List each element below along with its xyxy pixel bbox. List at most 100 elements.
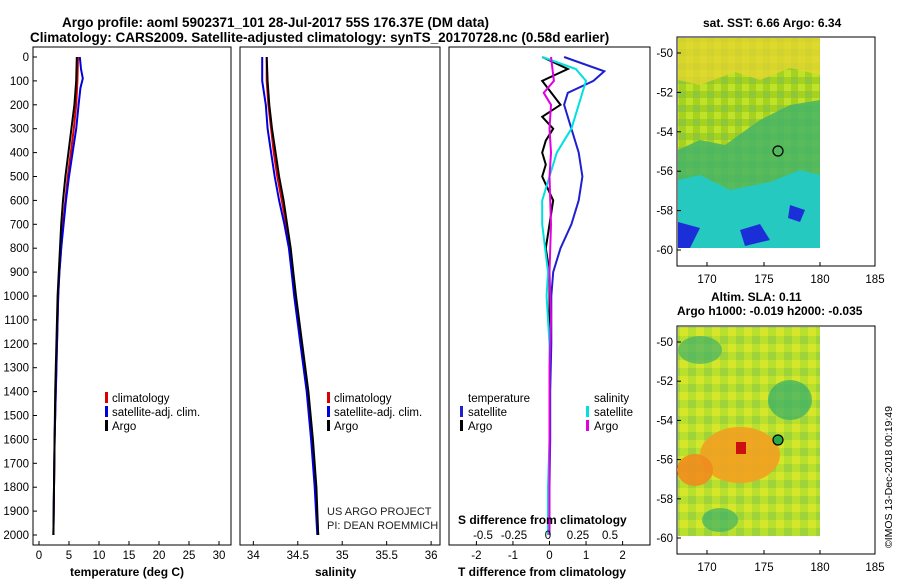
depth-tick-label: 500 <box>10 172 29 184</box>
depth-tick-label: 600 <box>10 195 29 207</box>
map-y-tick-label: -58 <box>656 494 673 506</box>
legend-temp-argo-label: Argo <box>468 421 492 433</box>
x-tick-label: 35 <box>336 550 349 562</box>
map-y-tick-label: -50 <box>656 337 673 349</box>
depth-tick-label: 900 <box>10 267 29 279</box>
legend-temp-satellite-swatch <box>460 406 463 417</box>
title-line-2: Climatology: CARS2009. Satellite-adjuste… <box>30 30 609 45</box>
x-tick-label: 2 <box>619 550 625 562</box>
legend-temp-argo-swatch <box>460 420 463 431</box>
sst-warm-region <box>678 38 820 85</box>
s-difference-tick-label: 0.25 <box>567 530 589 542</box>
map-x-tick-label: 170 <box>697 562 716 574</box>
map-y-tick-label: -56 <box>656 166 673 178</box>
depth-tick-label: 2000 <box>3 530 29 542</box>
legend-satellite-swatch <box>327 406 330 417</box>
x-tick-label: 20 <box>153 550 166 562</box>
s-difference-tick-label: 0 <box>545 530 551 542</box>
sst-green-region <box>678 100 820 200</box>
series-line-argo <box>52 56 78 536</box>
map-x-tick-label: 175 <box>754 274 773 286</box>
pi-annotation: PI: DEAN ROEMMICH <box>327 520 438 532</box>
salinity-plot-frame <box>239 46 441 546</box>
s-difference-tick-label: -0.25 <box>501 530 527 542</box>
legend-climatology-label: climatology <box>334 393 392 405</box>
legend-sal-satellite-swatch <box>586 406 589 417</box>
legend-argo-label: Argo <box>334 421 358 433</box>
depth-tick-label: 1600 <box>3 434 29 446</box>
sla-high-region <box>700 427 780 483</box>
depth-tick-label: 200 <box>10 100 29 112</box>
depth-tick-label: 0 <box>23 52 29 64</box>
series-line-climatology <box>265 57 320 536</box>
difference-lines <box>540 56 607 535</box>
salinity-legend: climatology satellite-adj. clim. Argo <box>327 392 422 433</box>
x-tick-label: 0 <box>546 550 552 562</box>
salinity-panel: 34 34.5 35 35.5 36 salinity climatology sate… <box>239 46 441 579</box>
sla-peak-patch <box>736 442 746 454</box>
map-x-tick-label: 170 <box>697 274 716 286</box>
x-tick-label: 5 <box>66 550 72 562</box>
legend-satellite-label: satellite-adj. clim. <box>112 407 200 419</box>
depth-tick-label: 1900 <box>3 506 29 518</box>
temperature-axis-label: temperature (deg C) <box>70 565 184 579</box>
map-x-tick-label: 185 <box>865 562 884 574</box>
map-x-tick-label: 180 <box>810 562 829 574</box>
x-tick-label: 25 <box>183 550 196 562</box>
sla-map-axes: -50 -52 -54 -56 -58 -60 170 175 180 185 <box>656 337 884 574</box>
map-x-tick-label: 175 <box>754 562 773 574</box>
difference-x-axis: -2 -1 0 1 2 <box>471 541 626 562</box>
x-tick-label: 35.5 <box>375 550 397 562</box>
map-y-tick-label: -58 <box>656 206 673 218</box>
depth-tick-label: 100 <box>10 76 29 88</box>
map-y-tick-label: -54 <box>656 415 673 427</box>
s-difference-axis-label: S difference from climatology <box>458 513 627 527</box>
depth-tick-label: 1300 <box>3 363 29 375</box>
sla-map-title-2: Argo h1000: -0.019 h2000: -0.035 <box>677 304 863 318</box>
legend-salinity-title: salinity <box>594 393 629 405</box>
map-y-tick-label: -56 <box>656 455 673 467</box>
sst-map-panel: sat. SST: 6.66 Argo: 6.34 -50-52-54-56-5… <box>656 16 884 286</box>
sst-cold-patches <box>678 205 805 248</box>
legend-argo-label: Argo <box>112 421 136 433</box>
legend-climatology-swatch <box>327 392 330 403</box>
salinity-axis-label: salinity <box>315 565 357 579</box>
map-y-tick-label: -52 <box>656 87 673 99</box>
credit-text: ©IMOS 13-Dec-2018 00:19:49 <box>883 406 895 548</box>
depth-tick-label: 1700 <box>3 458 29 470</box>
sla-map-panel: Altim. SLA: 0.11 Argo h1000: -0.019 h200… <box>656 290 884 574</box>
title-line-1: Argo profile: aoml 5902371_101 28-Jul-20… <box>62 15 489 30</box>
x-tick-label: -1 <box>508 550 518 562</box>
temperature-x-axis: 0 5 10 15 20 25 30 <box>36 541 226 562</box>
sst-map-title: sat. SST: 6.66 Argo: 6.34 <box>703 16 842 30</box>
legend-climatology-swatch <box>105 392 108 403</box>
sla-low-region <box>768 380 812 420</box>
depth-tick-label: 300 <box>10 124 29 136</box>
x-tick-label: 10 <box>93 550 106 562</box>
depth-tick-label: 1500 <box>3 411 29 423</box>
sla-low-region-south <box>702 508 738 532</box>
x-tick-label: 1 <box>583 550 589 562</box>
difference-legend: temperature satellite Argo salinity sate… <box>460 393 633 433</box>
legend-argo-swatch <box>105 420 108 431</box>
depth-tick-label: 700 <box>10 219 29 231</box>
temperature-panel: 0100200300400500600700800900100011001200… <box>3 46 232 579</box>
temperature-plot-frame <box>32 46 232 546</box>
legend-sal-satellite-label: satellite <box>594 407 633 419</box>
x-tick-label: 15 <box>123 550 136 562</box>
sla-low-region-north <box>678 336 722 364</box>
map-y-tick-label: -54 <box>656 127 673 139</box>
map-y-tick-label: -60 <box>656 533 673 545</box>
map-y-tick-label: -60 <box>656 245 673 257</box>
legend-temperature-title: temperature <box>468 393 530 405</box>
depth-tick-label: 1200 <box>3 339 29 351</box>
salinity-x-axis: 34 34.5 35 35.5 36 <box>247 541 438 562</box>
map-y-tick-label: -52 <box>656 376 673 388</box>
legend-satellite-label: satellite-adj. clim. <box>334 407 422 419</box>
map-x-tick-label: 180 <box>810 274 829 286</box>
x-tick-label: 34 <box>247 550 260 562</box>
x-tick-label: 30 <box>213 550 226 562</box>
s-difference-tick-labels: -0.5 -0.25 0 0.25 0.5 <box>473 530 618 542</box>
sla-map-title-1: Altim. SLA: 0.11 <box>711 290 802 304</box>
